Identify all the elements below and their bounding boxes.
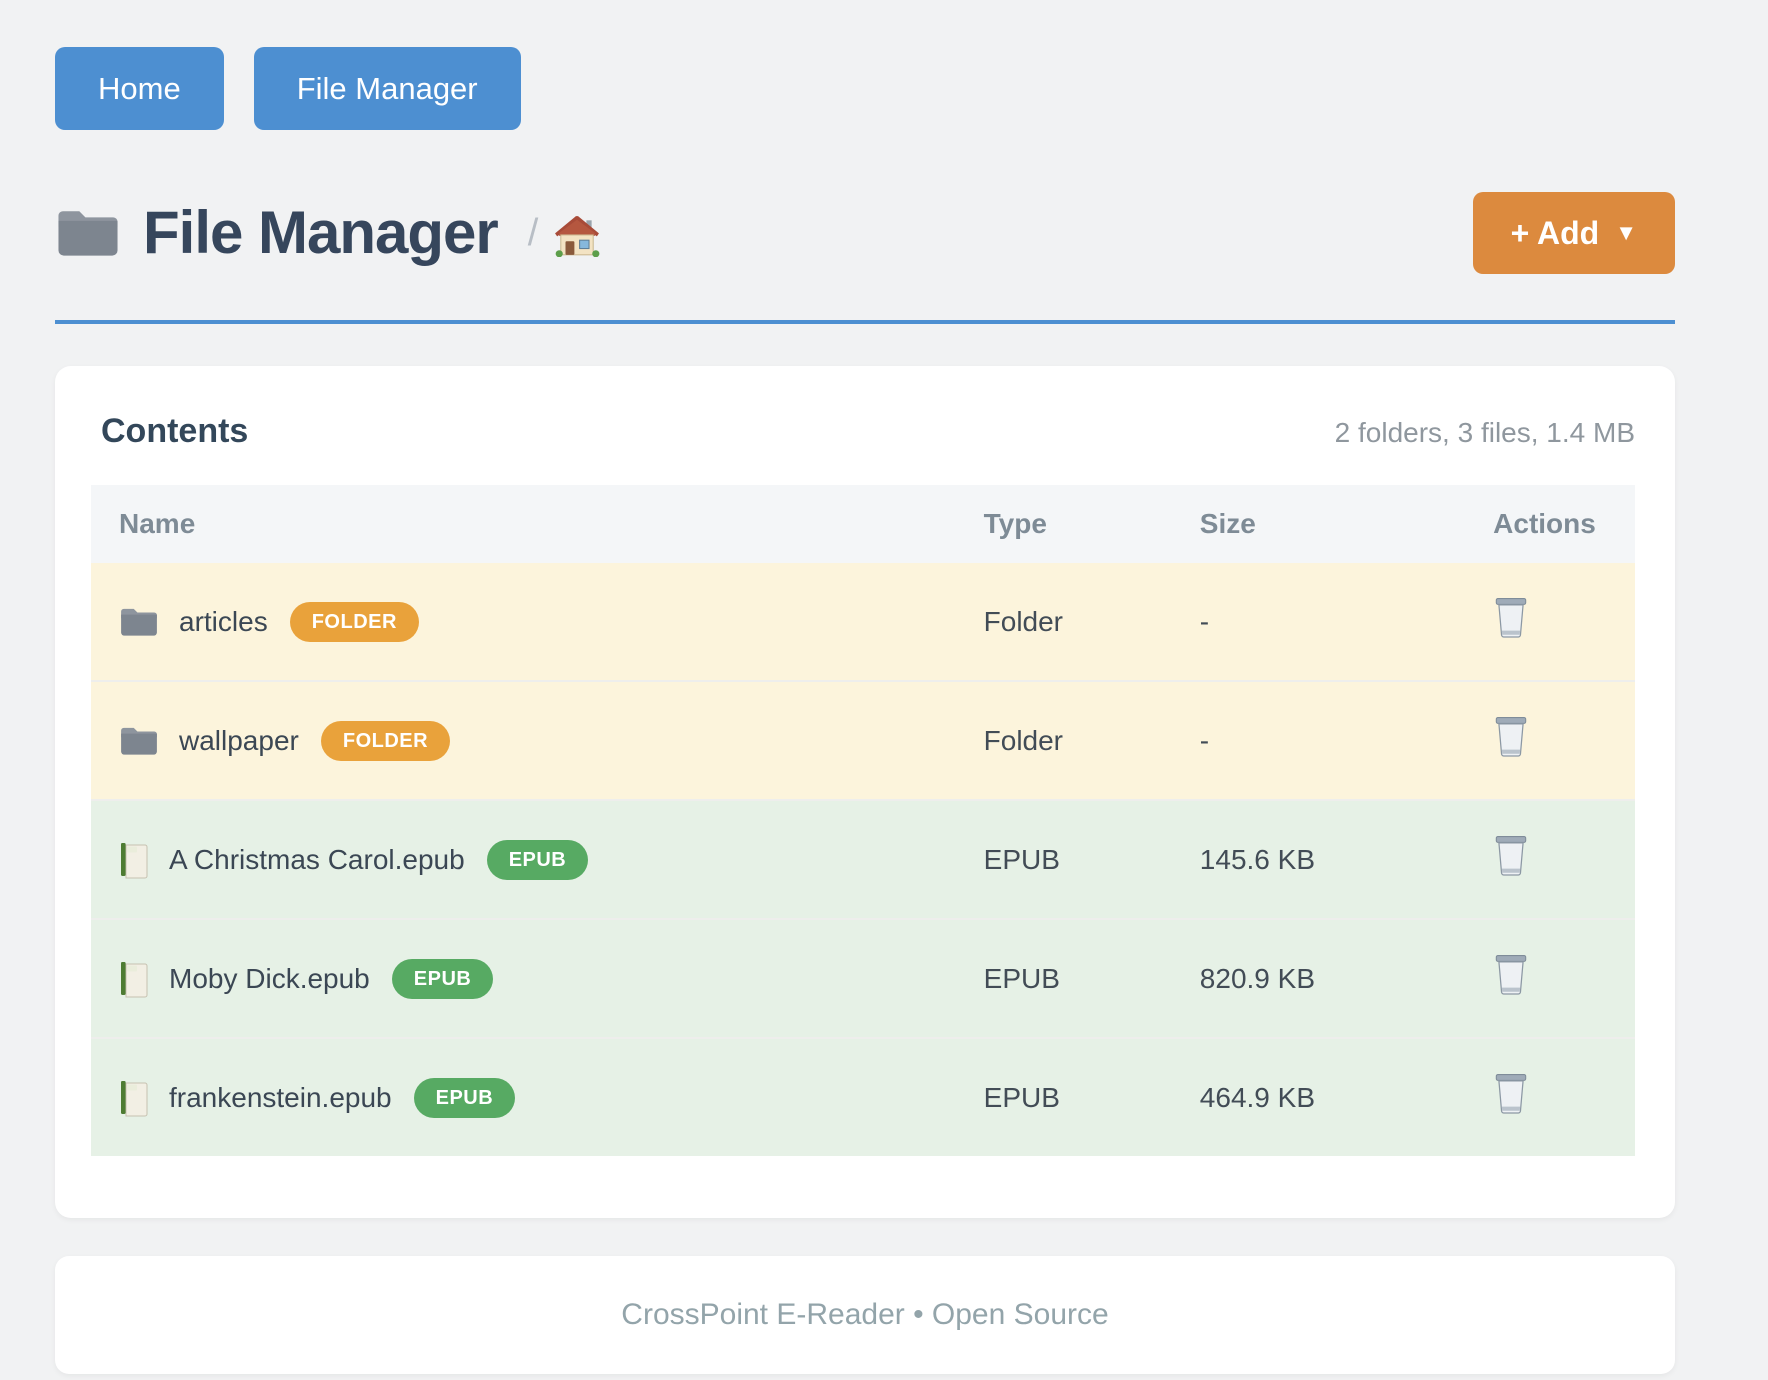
- delete-button[interactable]: [1493, 954, 1529, 999]
- item-name-link[interactable]: frankenstein.epub: [169, 1081, 392, 1113]
- table-row: wallpaper FOLDER Folder -: [91, 680, 1635, 800]
- item-type: EPUB: [955, 1037, 1172, 1156]
- epub-badge: EPUB: [391, 958, 494, 999]
- table-header-row: Name Type Size Actions: [91, 485, 1635, 563]
- trash-icon: [1493, 716, 1529, 758]
- column-header-size: Size: [1171, 485, 1466, 563]
- folder-icon: [55, 206, 121, 260]
- contents-heading: Contents: [101, 412, 249, 450]
- chevron-down-icon: ▼: [1615, 220, 1637, 245]
- item-type: EPUB: [955, 799, 1172, 919]
- item-type: Folder: [955, 680, 1172, 800]
- item-size: -: [1171, 680, 1466, 800]
- breadcrumb: /: [528, 209, 601, 257]
- add-button-label: + Add: [1510, 215, 1600, 251]
- contents-card: Contents 2 folders, 3 files, 1.4 MB Name…: [55, 366, 1675, 1218]
- trash-icon: [1493, 835, 1529, 877]
- delete-button[interactable]: [1493, 716, 1529, 761]
- epub-badge: EPUB: [413, 1077, 516, 1118]
- item-size: 145.6 KB: [1171, 799, 1466, 919]
- page-container: Home File Manager File Manager / + Add ▼…: [55, 0, 1675, 1374]
- trash-icon: [1493, 1073, 1529, 1115]
- file-table: Name Type Size Actions articles FOLDER: [91, 485, 1635, 1156]
- green-book-icon: [119, 1078, 149, 1118]
- folder-icon: [119, 725, 159, 757]
- table-row: articles FOLDER Folder -: [91, 563, 1635, 681]
- title-group: File Manager /: [55, 200, 600, 266]
- footer-card: CrossPoint E-Reader • Open Source: [55, 1256, 1675, 1374]
- contents-summary: 2 folders, 3 files, 1.4 MB: [1334, 417, 1635, 448]
- item-type: EPUB: [955, 918, 1172, 1038]
- folder-badge: FOLDER: [289, 601, 419, 642]
- item-type: Folder: [955, 563, 1172, 681]
- item-name-link[interactable]: wallpaper: [179, 724, 299, 756]
- epub-badge: EPUB: [486, 839, 589, 880]
- home-button[interactable]: Home: [55, 47, 224, 130]
- green-book-icon: [119, 840, 149, 880]
- table-row: A Christmas Carol.epub EPUB EPUB 145.6 K…: [91, 799, 1635, 919]
- column-header-name: Name: [91, 485, 956, 563]
- delete-button[interactable]: [1493, 1073, 1529, 1118]
- folder-icon: [119, 606, 159, 638]
- add-button[interactable]: + Add ▼: [1472, 192, 1675, 274]
- house-icon[interactable]: [554, 215, 600, 257]
- table-row: Moby Dick.epub EPUB EPUB 820.9 KB: [91, 918, 1635, 1038]
- column-header-type: Type: [955, 485, 1172, 563]
- trash-icon: [1493, 597, 1529, 639]
- column-header-actions: Actions: [1465, 485, 1635, 563]
- folder-badge: FOLDER: [320, 720, 451, 761]
- item-name-link[interactable]: A Christmas Carol.epub: [169, 843, 465, 875]
- green-book-icon: [119, 959, 149, 999]
- item-name-link[interactable]: Moby Dick.epub: [169, 962, 370, 994]
- breadcrumb-separator: /: [527, 211, 539, 254]
- top-nav: Home File Manager: [55, 47, 1675, 130]
- footer-text: CrossPoint E-Reader • Open Source: [621, 1298, 1109, 1331]
- title-divider: [55, 320, 1675, 324]
- file-manager-button[interactable]: File Manager: [253, 47, 521, 130]
- delete-button[interactable]: [1493, 597, 1529, 642]
- item-size: -: [1171, 563, 1466, 681]
- item-name-link[interactable]: articles: [179, 605, 268, 637]
- trash-icon: [1493, 954, 1529, 996]
- contents-card-header: Contents 2 folders, 3 files, 1.4 MB: [91, 412, 1635, 451]
- delete-button[interactable]: [1493, 835, 1529, 880]
- item-size: 820.9 KB: [1171, 918, 1466, 1038]
- table-row: frankenstein.epub EPUB EPUB 464.9 KB: [91, 1037, 1635, 1156]
- page-header: File Manager / + Add ▼: [55, 192, 1675, 274]
- item-size: 464.9 KB: [1171, 1037, 1466, 1156]
- page-title: File Manager: [143, 199, 499, 266]
